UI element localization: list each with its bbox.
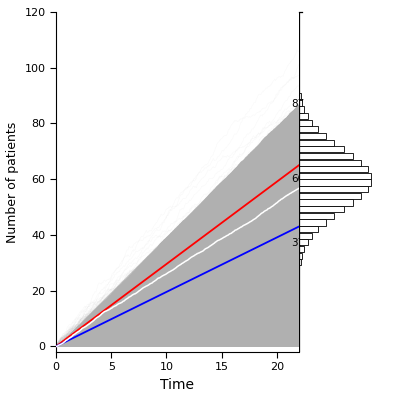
Bar: [299, 140, 334, 146]
Bar: [299, 219, 326, 226]
Bar: [299, 199, 353, 206]
Bar: [299, 160, 361, 166]
Bar: [299, 239, 308, 246]
Bar: [299, 186, 368, 192]
Bar: [299, 173, 371, 179]
Bar: [299, 193, 361, 199]
Bar: [299, 106, 304, 112]
X-axis label: Time: Time: [160, 378, 194, 392]
Bar: [299, 180, 371, 186]
Bar: [299, 120, 312, 126]
Bar: [299, 246, 304, 252]
Text: 87: 87: [291, 99, 304, 109]
Bar: [299, 226, 318, 232]
Text: 60: 60: [291, 174, 304, 184]
Bar: [299, 126, 318, 132]
Bar: [299, 113, 308, 119]
Text: 37: 37: [291, 238, 304, 248]
Bar: [299, 166, 368, 172]
Bar: [299, 213, 334, 219]
Bar: [299, 100, 302, 106]
Bar: [299, 233, 312, 239]
Y-axis label: Number of patients: Number of patients: [6, 121, 19, 243]
Bar: [299, 259, 301, 265]
Bar: [299, 146, 344, 152]
Bar: [299, 133, 326, 139]
Bar: [299, 252, 302, 259]
Bar: [299, 153, 353, 159]
Bar: [299, 93, 301, 99]
Bar: [299, 206, 344, 212]
